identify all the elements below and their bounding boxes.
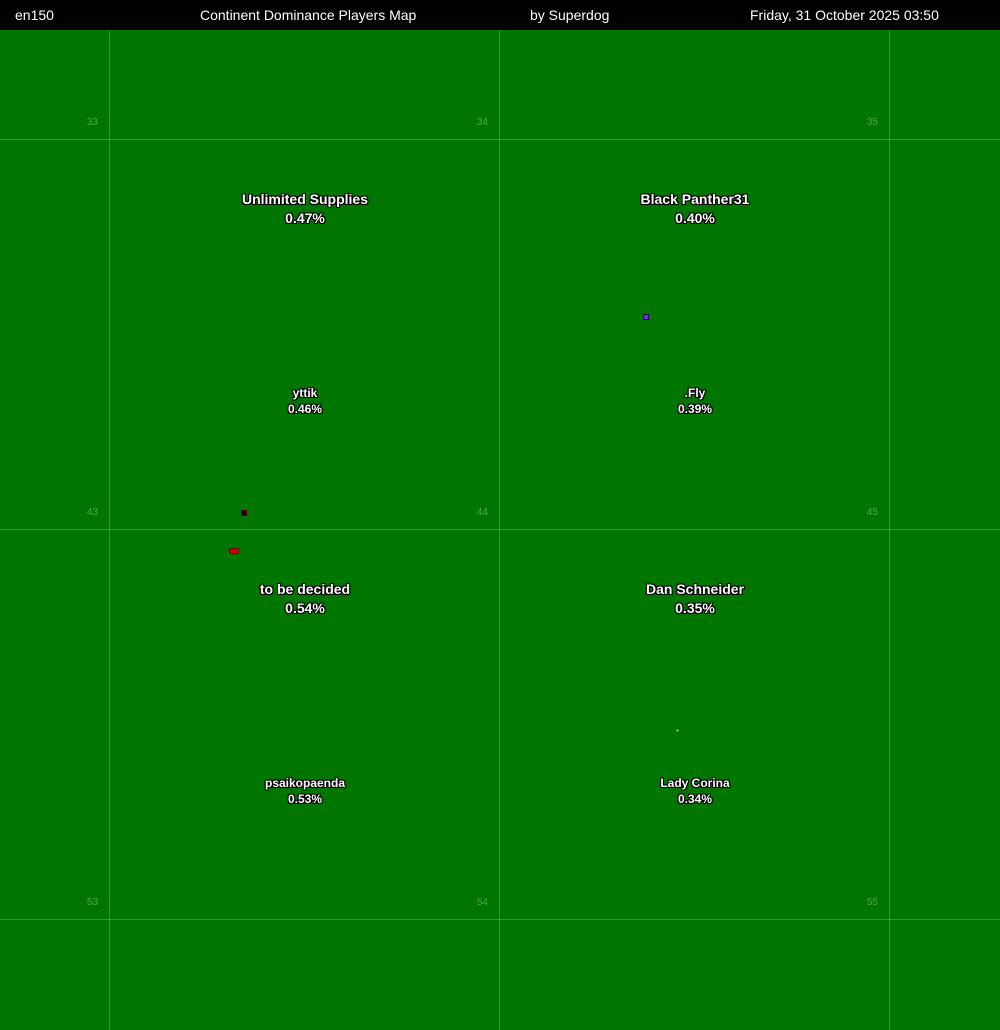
- continent-number: 33: [86, 117, 98, 128]
- grid-line: [0, 529, 1000, 530]
- grid-line: [499, 30, 500, 1030]
- continent-leader-k45: Black Panther31 0.40%: [545, 190, 845, 228]
- continent-runner-up-k54: psaikopaenda 0.53%: [155, 775, 455, 807]
- grid-line: [0, 919, 1000, 920]
- continent-runner-up-k45: .Fly 0.39%: [545, 385, 845, 417]
- continent-number: 55: [866, 897, 878, 908]
- leader-percent: 0.54%: [285, 600, 325, 616]
- leader-name: Black Panther31: [640, 191, 750, 207]
- leader-name: Dan Schneider: [645, 581, 745, 597]
- leader-name: to be decided: [259, 581, 351, 597]
- grid-line: [0, 139, 1000, 140]
- village-marker[interactable]: [643, 314, 649, 320]
- continent-number: 43: [86, 507, 98, 518]
- runner-up-percent: 0.34%: [677, 792, 713, 806]
- runner-up-name: psaikopaenda: [264, 776, 346, 790]
- runner-up-name: yttik: [292, 386, 318, 400]
- runner-up-percent: 0.39%: [677, 402, 713, 416]
- runner-up-name: Lady Corina: [660, 776, 730, 790]
- continent-number: 53: [86, 897, 98, 908]
- continent-number: 35: [866, 117, 878, 128]
- leader-percent: 0.35%: [675, 600, 715, 616]
- continent-number: 44: [476, 507, 488, 518]
- leader-name: Unlimited Supplies: [241, 191, 368, 207]
- continent-number: 34: [476, 117, 488, 128]
- grid-line: [889, 30, 890, 1030]
- runner-up-percent: 0.46%: [287, 402, 323, 416]
- map-title: Continent Dominance Players Map: [200, 7, 417, 23]
- runner-up-percent: 0.53%: [287, 792, 323, 806]
- village-marker[interactable]: [241, 510, 247, 516]
- continent-number: 45: [866, 507, 878, 518]
- continent-leader-k55: Dan Schneider 0.35%: [545, 580, 845, 618]
- continent-runner-up-k44: yttik 0.46%: [155, 385, 455, 417]
- continent-leader-k54: to be decided 0.54%: [155, 580, 455, 618]
- continent-leader-k44: Unlimited Supplies 0.47%: [155, 190, 455, 228]
- continent-map[interactable]: 33 34 35 43 44 45 53 54 55 Unlimited Sup…: [0, 30, 1000, 1030]
- village-marker[interactable]: [229, 548, 239, 554]
- leader-percent: 0.47%: [285, 210, 325, 226]
- map-datetime: Friday, 31 October 2025 03:50: [750, 7, 939, 23]
- author-credit: by Superdog: [530, 7, 610, 23]
- runner-up-name: .Fly: [684, 386, 706, 400]
- world-name: en150: [15, 7, 54, 23]
- continent-number: 54: [476, 897, 488, 908]
- continent-runner-up-k55: Lady Corina 0.34%: [545, 775, 845, 807]
- header-bar: en150 Continent Dominance Players Map by…: [0, 0, 1000, 30]
- leader-percent: 0.40%: [675, 210, 715, 226]
- village-marker[interactable]: [675, 728, 680, 733]
- grid-line: [109, 30, 110, 1030]
